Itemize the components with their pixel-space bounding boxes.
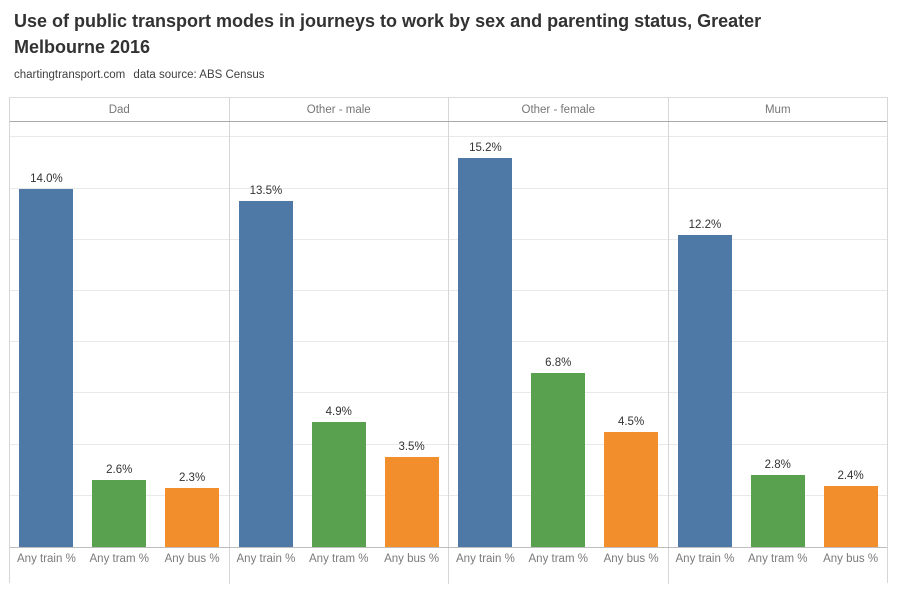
bar-value-label: 15.2% <box>469 141 502 154</box>
x-axis-label: Any bus % <box>603 553 659 565</box>
bar-dad-train: 14.0% <box>19 173 74 547</box>
bar-other-female-bus: 4.5% <box>604 416 659 547</box>
x-axis-label: Any train % <box>17 553 76 565</box>
x-axis-label: Any train % <box>236 553 296 565</box>
panel-header-other-female: Other - female <box>449 98 669 121</box>
x-axis-label: Any bus % <box>164 553 220 565</box>
chart-title-line2: Melbourne 2016 <box>14 37 151 57</box>
panel-header-dad: Dad <box>10 98 230 121</box>
panel-other-male: 13.5% 4.9% 3.5% <box>230 122 449 547</box>
bar-slot: 4.5% <box>595 122 668 547</box>
chart-title-line1: Use of public transport modes in journey… <box>14 11 762 31</box>
bar-slot: 14.0% <box>10 122 83 547</box>
panel-other-female: 15.2% 6.8% 4.5% <box>449 122 669 547</box>
x-axis-label: Any tram % <box>748 553 808 565</box>
x-labels-dad: Any train % Any tram % Any bus % <box>10 548 230 584</box>
bar-dad-tram: 2.6% <box>92 464 147 547</box>
x-labels-other-female: Any train % Any tram % Any bus % <box>449 548 669 584</box>
bar-value-label: 13.5% <box>249 185 283 198</box>
panel-header-row: Dad Other - male Other - female Mum <box>10 98 887 122</box>
bar-slot: 6.8% <box>522 122 595 547</box>
plot-area: 14.0% 2.6% 2.3% 13.5% <box>10 122 887 548</box>
bar-other-male-tram: 4.9% <box>311 406 366 547</box>
bar-value-label: 2.8% <box>764 459 791 472</box>
panel-mum: 12.2% 2.8% 2.4% <box>669 122 888 547</box>
x-axis-label: Any tram % <box>528 553 588 565</box>
bar-value-label: 4.9% <box>325 405 352 418</box>
bar-value-label: 6.8% <box>545 356 572 369</box>
bar-slot: 13.5% <box>230 122 303 547</box>
subtitle-note: data source: ABS Census <box>133 69 265 81</box>
x-axis-label: Any bus % <box>384 553 440 565</box>
bar-other-female-tram: 6.8% <box>531 357 586 547</box>
bar-dad-bus: 2.3% <box>165 472 220 547</box>
bar-mum-tram: 2.8% <box>750 459 805 547</box>
facet-bar-chart: Dad Other - male Other - female Mum 14.0… <box>9 97 888 584</box>
bar-slot: 2.8% <box>741 122 814 547</box>
x-labels-mum: Any train % Any tram % Any bus % <box>669 548 888 584</box>
bar-value-label: 3.5% <box>398 441 425 454</box>
bar-other-male-train: 13.5% <box>238 185 293 547</box>
x-labels-other-male: Any train % Any tram % Any bus % <box>230 548 449 584</box>
bar-mum-train: 12.2% <box>677 219 732 547</box>
x-axis-label: Any tram % <box>309 553 369 565</box>
bar-value-label: 14.0% <box>30 172 63 185</box>
bar-value-label: 12.2% <box>688 218 722 231</box>
x-axis-label-row: Any train % Any tram % Any bus % Any tra… <box>10 548 887 584</box>
bar-value-label: 2.3% <box>178 472 206 485</box>
bar-value-label: 2.6% <box>106 464 133 477</box>
panel-dad: 14.0% 2.6% 2.3% <box>10 122 230 547</box>
chart-subtitle: chartingtransport.com data source: ABS C… <box>14 69 264 81</box>
x-axis-label: Any tram % <box>89 553 149 565</box>
bar-slot: 15.2% <box>449 122 522 547</box>
x-axis-label: Any train % <box>675 553 735 565</box>
bar-value-label: 2.4% <box>837 469 864 482</box>
bar-slot: 12.2% <box>669 122 742 547</box>
x-axis-label: Any bus % <box>823 553 879 565</box>
bar-slot: 2.6% <box>83 122 156 547</box>
bar-slot: 2.3% <box>156 122 229 547</box>
panel-header-other-male: Other - male <box>230 98 449 121</box>
panel-header-mum: Mum <box>764 103 791 116</box>
bar-slot: 4.9% <box>302 122 375 547</box>
bar-mum-bus: 2.4% <box>823 470 878 547</box>
bar-other-male-bus: 3.5% <box>384 441 439 547</box>
chart-title: Use of public transport modes in journey… <box>14 8 888 60</box>
bar-slot: 2.4% <box>814 122 887 547</box>
x-axis-label: Any train % <box>456 553 515 565</box>
bar-other-female-train: 15.2% <box>458 142 513 547</box>
bar-slot: 3.5% <box>375 122 448 547</box>
bar-value-label: 4.5% <box>617 415 645 428</box>
subtitle-source: chartingtransport.com <box>14 69 126 81</box>
